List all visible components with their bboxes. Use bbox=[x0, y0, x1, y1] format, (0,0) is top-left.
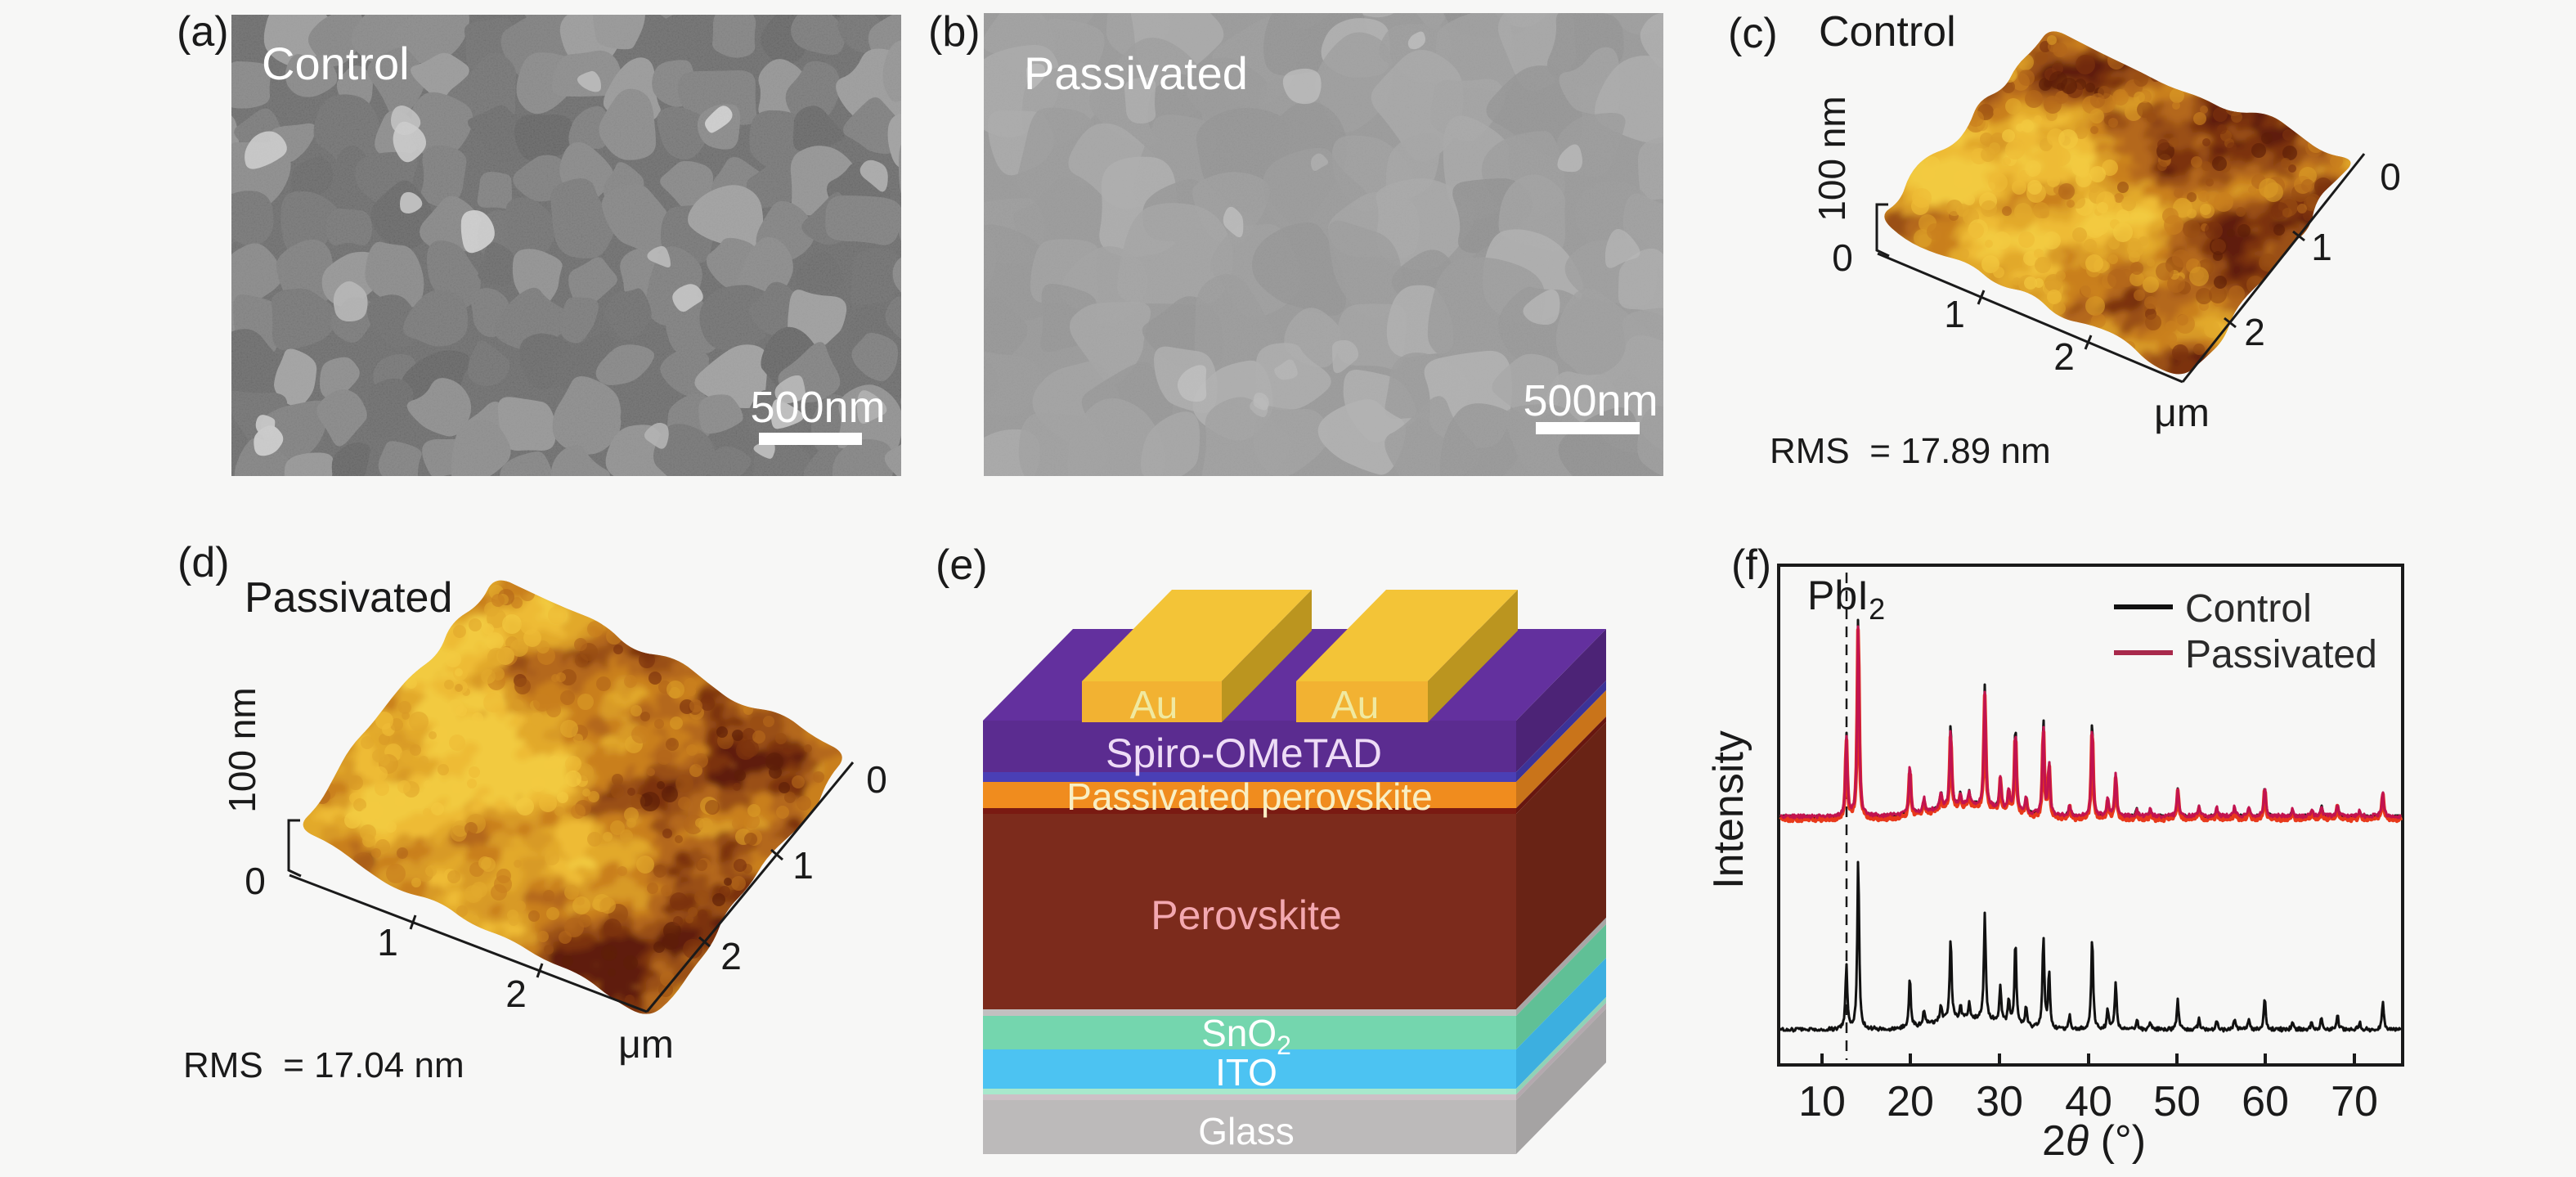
svg-text:2: 2 bbox=[720, 935, 742, 977]
svg-text:ITO: ITO bbox=[1215, 1051, 1277, 1094]
svg-text:10: 10 bbox=[1798, 1078, 1846, 1125]
svg-text:(b): (b) bbox=[928, 8, 981, 56]
svg-text:2: 2 bbox=[2244, 311, 2265, 353]
svg-text:Passivated: Passivated bbox=[1024, 47, 1248, 99]
svg-text:Au: Au bbox=[1331, 684, 1380, 727]
svg-text:Control: Control bbox=[1819, 8, 1956, 56]
svg-text:30: 30 bbox=[1976, 1078, 2023, 1125]
svg-text:Passivated perovskite: Passivated perovskite bbox=[1066, 775, 1432, 818]
svg-text:(a): (a) bbox=[177, 8, 229, 56]
svg-text:0: 0 bbox=[245, 860, 266, 902]
svg-text:2: 2 bbox=[2053, 335, 2075, 378]
svg-text:RMS = 17.04 nm: RMS = 17.04 nm bbox=[183, 1045, 464, 1085]
svg-text:0: 0 bbox=[1832, 236, 1853, 279]
svg-text:Perovskite: Perovskite bbox=[1151, 892, 1341, 938]
svg-text:1: 1 bbox=[792, 844, 814, 887]
svg-text:Au: Au bbox=[1130, 684, 1178, 727]
svg-text:1: 1 bbox=[2311, 226, 2332, 268]
svg-text:1: 1 bbox=[1944, 293, 1965, 335]
svg-text:70: 70 bbox=[2331, 1078, 2378, 1125]
svg-text:20: 20 bbox=[1887, 1078, 1934, 1125]
svg-text:Spiro-OMeTAD: Spiro-OMeTAD bbox=[1106, 730, 1382, 776]
svg-text:(d): (d) bbox=[177, 539, 230, 586]
svg-text:SnO2: SnO2 bbox=[1201, 1012, 1291, 1060]
svg-text:2θ (°): 2θ (°) bbox=[2042, 1117, 2146, 1165]
svg-text:Intensity: Intensity bbox=[1705, 730, 1752, 889]
svg-text:50: 50 bbox=[2153, 1078, 2201, 1125]
svg-text:100 nm: 100 nm bbox=[1811, 96, 1853, 221]
svg-text:μm: μm bbox=[618, 1023, 674, 1067]
svg-text:RMS = 17.89 nm: RMS = 17.89 nm bbox=[1770, 431, 2051, 471]
svg-text:0: 0 bbox=[2380, 155, 2401, 198]
svg-text:Glass: Glass bbox=[1198, 1110, 1295, 1152]
svg-text:Passivated: Passivated bbox=[2185, 633, 2377, 676]
svg-text:40: 40 bbox=[2065, 1078, 2112, 1125]
svg-text:1: 1 bbox=[377, 921, 398, 964]
svg-text:60: 60 bbox=[2242, 1078, 2289, 1125]
svg-text:Passivated: Passivated bbox=[245, 574, 452, 622]
svg-text:Control: Control bbox=[262, 38, 410, 89]
svg-text:Control: Control bbox=[2185, 587, 2312, 631]
svg-text:μm: μm bbox=[2154, 392, 2210, 435]
svg-text:(f): (f) bbox=[1731, 541, 1771, 589]
svg-text:500nm: 500nm bbox=[1523, 376, 1658, 425]
svg-text:500nm: 500nm bbox=[750, 383, 885, 432]
svg-text:100 nm: 100 nm bbox=[221, 687, 263, 812]
svg-text:(c): (c) bbox=[1728, 10, 1778, 57]
svg-text:(e): (e) bbox=[936, 541, 988, 589]
svg-text:0: 0 bbox=[866, 758, 887, 801]
svg-text:2: 2 bbox=[505, 973, 527, 1015]
